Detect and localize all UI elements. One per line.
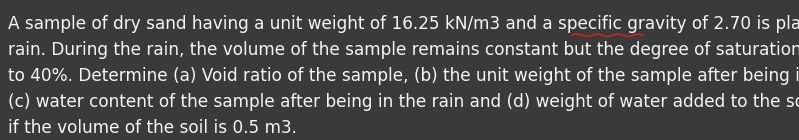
Text: to 40%. Determine (a) Void ratio of the sample, (b) the unit weight of the sampl: to 40%. Determine (a) Void ratio of the …	[8, 67, 799, 85]
Text: if the volume of the soil is 0.5 m3.: if the volume of the soil is 0.5 m3.	[8, 119, 297, 137]
Text: A sample of dry sand having a unit weight of 16.25 kN/m3 and a specific gravity : A sample of dry sand having a unit weigh…	[8, 15, 799, 33]
Text: rain. During the rain, the volume of the sample remains constant but the degree : rain. During the rain, the volume of the…	[8, 41, 799, 59]
Text: (c) water content of the sample after being in the rain and (d) weight of water : (c) water content of the sample after be…	[8, 93, 799, 111]
